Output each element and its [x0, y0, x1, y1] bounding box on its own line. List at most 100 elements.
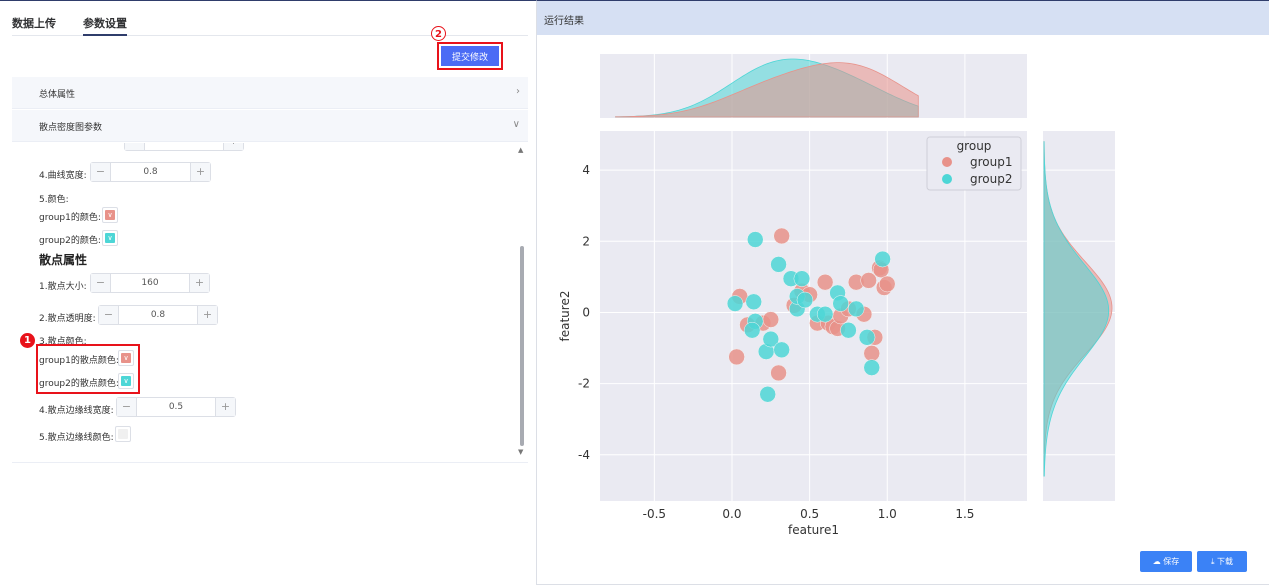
scatter-point-group1 — [770, 364, 787, 382]
download-button-label: 下载 — [1217, 557, 1234, 566]
submit-changes-button[interactable]: 提交修改 — [441, 46, 499, 66]
size-stepper[interactable]: − 160 + — [90, 273, 210, 293]
right-density-group2 — [1043, 141, 1110, 477]
plus-icon[interactable]: + — [215, 398, 235, 416]
x-tick-label: 1.0 — [878, 507, 897, 521]
plus-icon[interactable]: + — [190, 163, 210, 181]
scatter-point-group1 — [773, 227, 790, 245]
scatter-point-group1 — [762, 311, 780, 328]
line-width-stepper[interactable]: − 0.8 + — [90, 162, 211, 182]
collapse-overall-properties[interactable]: 总体属性 › — [12, 77, 528, 109]
scatter-point-group2 — [747, 231, 764, 248]
chevron-right-icon: › — [516, 86, 520, 97]
group1-color-label: group1的颜色: — [39, 213, 101, 223]
chevron-down-icon: ∨ — [121, 376, 131, 386]
minus-icon[interactable]: − — [99, 306, 119, 324]
submit-highlight-box: 提交修改 — [437, 42, 503, 70]
hidden-stepper[interactable]: − + — [124, 143, 244, 151]
scatter-point-group1 — [816, 273, 834, 291]
scatter-point-group2 — [726, 295, 744, 312]
alpha-value[interactable]: 0.8 — [150, 310, 166, 320]
plus-icon[interactable]: + — [189, 274, 209, 292]
scatter-color-label: 3.散点颜色: — [39, 337, 87, 347]
group1-scatter-color-picker[interactable]: ∨ — [118, 350, 134, 366]
legend-marker-group2 — [942, 174, 952, 184]
minus-icon[interactable]: − — [91, 163, 111, 181]
scatter-point-group2 — [793, 270, 811, 287]
y-tick-label: -2 — [578, 377, 590, 391]
x-axis-label: feature1 — [788, 523, 839, 537]
x-tick-label: 1.5 — [955, 507, 974, 521]
legend-title: group — [957, 139, 992, 153]
legend-label-group1: group1 — [970, 155, 1013, 169]
alpha-stepper[interactable]: − 0.8 + — [98, 305, 218, 325]
y-tick-label: -4 — [578, 448, 590, 462]
top-density-group1 — [615, 62, 919, 118]
chevron-down-icon: ∨ — [121, 353, 131, 363]
edge-width-label: 4.散点边缘线宽度: — [39, 406, 114, 416]
x-tick-label: 0.5 — [800, 507, 819, 521]
plus-icon[interactable]: + — [223, 143, 243, 150]
scatter-point-group2 — [762, 330, 780, 348]
tab-param-settings[interactable]: 参数设置 — [83, 15, 127, 36]
save-button[interactable]: ☁ 保存 — [1140, 551, 1192, 572]
scatter-point-group1 — [863, 345, 880, 362]
cloud-upload-icon: ☁ — [1152, 557, 1164, 566]
group1-color-picker[interactable]: ∨ — [102, 207, 118, 223]
group2-scatter-color-label: group2的散点颜色: — [39, 379, 119, 389]
x-tick-label: -0.5 — [643, 507, 666, 521]
y-axis-label: feature2 — [558, 291, 572, 342]
edge-width-stepper[interactable]: − 0.5 + — [116, 397, 236, 417]
x-tick-label: 0.0 — [722, 507, 741, 521]
params-scroll-area[interactable]: − + 4.曲线宽度: − 0.8 + 5.颜色: group1的颜色: ∨ g… — [12, 143, 528, 463]
edge-color-fill — [118, 429, 128, 439]
scatter-point-group2 — [840, 321, 857, 339]
chevron-down-icon: ∨ — [105, 233, 115, 243]
scatter-point-group2 — [832, 295, 849, 312]
chevron-down-icon: ∨ — [105, 210, 115, 220]
plus-icon[interactable]: + — [197, 306, 217, 324]
scatter-point-group1 — [879, 275, 896, 293]
download-button[interactable]: ⤓ 下载 — [1197, 551, 1247, 572]
collapse-scatter-density-label: 散点密度图参数 — [39, 123, 103, 133]
right-panel: 运行结果 -0.5 0.0 0.5 1.0 1.5 -4 -2 0 2 4 feature1 feat… — [536, 0, 1269, 585]
scrollbar-thumb[interactable] — [520, 246, 524, 446]
minus-icon[interactable]: − — [91, 274, 111, 292]
minus-icon[interactable]: − — [125, 143, 145, 150]
size-value[interactable]: 160 — [141, 278, 159, 288]
scatter-density-chart: -0.5 0.0 0.5 1.0 1.5 -4 -2 0 2 4 feature1 feature2 g… — [558, 54, 1115, 537]
chevron-down-icon: ∨ — [512, 119, 520, 130]
scroll-up-icon[interactable]: ▲ — [518, 146, 524, 154]
scatter-section-title: 散点属性 — [39, 253, 88, 267]
color-label: 5.颜色: — [39, 195, 69, 205]
group2-scatter-color-picker[interactable]: ∨ — [118, 373, 134, 389]
edge-width-value[interactable]: 0.5 — [168, 402, 184, 412]
edge-color-picker[interactable] — [115, 426, 131, 442]
scatter-point-group2 — [847, 300, 865, 318]
results-title: 运行结果 — [544, 16, 584, 27]
scatter-point-group2 — [743, 321, 761, 339]
line-width-label: 4.曲线宽度: — [39, 171, 87, 181]
scroll-down-icon[interactable]: ▼ — [518, 448, 524, 456]
minus-icon[interactable]: − — [117, 398, 137, 416]
group2-color-label: group2的颜色: — [39, 236, 101, 246]
scatter-point-group2 — [770, 256, 787, 273]
y-tick-label: 2 — [582, 234, 590, 248]
line-width-value[interactable]: 0.8 — [143, 167, 158, 177]
scatter-point-group2 — [874, 250, 891, 268]
scatter-point-group2 — [796, 291, 814, 309]
group2-color-picker[interactable]: ∨ — [102, 230, 118, 246]
scatter-point-group2 — [816, 305, 834, 323]
legend-label-group2: group2 — [970, 172, 1013, 186]
tab-bar: 数据上传 参数设置 — [12, 13, 528, 36]
collapse-overall-label: 总体属性 — [39, 90, 76, 100]
params-scrollbar[interactable]: ▲ ▼ — [518, 146, 526, 458]
save-button-label: 保存 — [1163, 557, 1180, 566]
annotation-badge-1: 1 — [20, 333, 35, 348]
collapse-scatter-density-params[interactable]: 散点密度图参数 ∨ — [12, 110, 528, 142]
scatter-point-group2 — [858, 329, 876, 346]
size-label: 1.散点大小: — [39, 282, 87, 292]
alpha-label: 2.散点透明度: — [39, 314, 96, 324]
scatter-point-group2 — [759, 386, 776, 403]
tab-data-upload[interactable]: 数据上传 — [12, 17, 56, 30]
